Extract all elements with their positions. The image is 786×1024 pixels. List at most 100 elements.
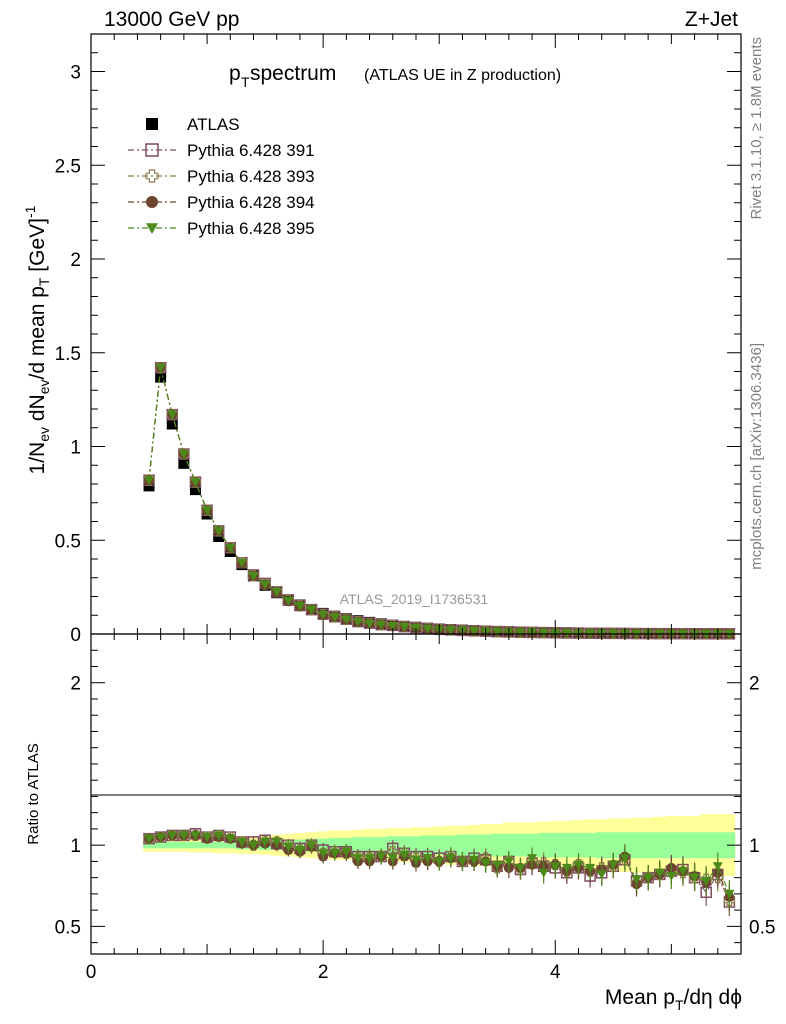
ratio-point — [213, 831, 224, 841]
main-point — [144, 476, 155, 486]
main-y-tick-label: 0 — [70, 625, 81, 646]
ratio-point — [155, 833, 166, 843]
ratio-point — [190, 831, 201, 841]
main-point — [422, 624, 433, 634]
main-y-tick-label: 2 — [70, 250, 81, 271]
ratio-y-tick-label: 1 — [70, 836, 81, 857]
plot-title: p T spectrum (ATLAS UE in Z production) — [229, 62, 561, 90]
ratio-point — [480, 859, 491, 869]
ratio-point — [306, 841, 317, 851]
legend-label: Pythia 6.428 391 — [187, 141, 315, 160]
ratio-point — [469, 855, 480, 865]
legend-marker — [145, 169, 159, 183]
main-point — [376, 620, 387, 630]
ratio-point — [329, 849, 340, 859]
legend-label: Pythia 6.428 393 — [187, 167, 315, 186]
main-y-tick-label: 2.5 — [55, 156, 81, 177]
ratio-point — [352, 854, 363, 864]
ratio-point — [283, 842, 294, 852]
plot-title-spectrum: spectrum — [250, 62, 336, 85]
ratio-point — [294, 846, 305, 856]
main-point — [283, 596, 294, 606]
ratio-point — [666, 872, 677, 882]
ratio-point — [364, 854, 375, 864]
ratio-point — [422, 854, 433, 864]
ratio-point — [399, 850, 410, 860]
ratio-point — [167, 831, 178, 841]
ratio-point — [677, 867, 688, 877]
ratio-point — [538, 868, 549, 878]
ratio-point — [260, 837, 271, 847]
legend-marker — [146, 223, 158, 234]
ratio-point — [550, 862, 561, 872]
header-left: 13000 GeV pp — [104, 8, 239, 31]
main-point — [399, 622, 410, 632]
main-point — [341, 615, 352, 625]
legend-marker — [146, 196, 158, 208]
main-point — [445, 625, 456, 635]
main-point — [178, 457, 190, 469]
ratio-point — [573, 860, 584, 870]
legend-marker — [146, 118, 158, 130]
main-point — [469, 627, 480, 636]
ratio-point — [271, 837, 282, 847]
main-point — [236, 558, 247, 568]
ratio-point — [608, 860, 619, 870]
main-point — [190, 478, 201, 488]
main-point — [318, 610, 329, 620]
main-point — [213, 526, 224, 536]
ratio-point — [724, 889, 735, 899]
ratio-point — [701, 876, 712, 886]
ratio-series-line — [148, 834, 730, 895]
main-point — [155, 363, 166, 373]
ratio-y-tick-label-right: 1 — [749, 836, 760, 857]
ratio-uncertainty-bands — [143, 814, 736, 876]
main-point — [306, 605, 317, 615]
main-y-tick-label: 1.5 — [55, 344, 81, 365]
plot-title-paren: (ATLAS UE in Z production) — [364, 67, 561, 84]
ratio-point — [492, 860, 503, 870]
main-point — [329, 613, 340, 623]
main-point — [166, 418, 178, 430]
ratio-point — [376, 852, 387, 862]
main-point — [387, 621, 398, 631]
ratio-inner-band — [143, 832, 736, 859]
ratio-point — [411, 855, 421, 865]
x-tick-label: 4 — [550, 962, 561, 983]
plot-title-p: p — [229, 62, 241, 85]
main-y-tick-label: 3 — [70, 63, 81, 84]
ratio-series — [143, 828, 736, 917]
ratio-point — [643, 873, 654, 883]
ratio-point — [178, 831, 189, 841]
ratio-point — [654, 868, 665, 878]
main-point — [167, 410, 178, 420]
ratio-y-tick-label: 0.5 — [55, 917, 81, 938]
main-point — [364, 619, 375, 629]
header-right: Z+Jet — [685, 8, 738, 31]
main-y-tick-label: 1 — [70, 438, 81, 459]
main-point — [515, 628, 526, 638]
ratio-point — [341, 847, 352, 857]
ratio-ticks: 0.5 0.5 1 1 2 2 0 2 4 — [55, 34, 775, 983]
ratio-point — [248, 841, 259, 851]
ratio-plot-frame — [90, 633, 742, 955]
ratio-point — [585, 863, 596, 873]
ratio-point — [202, 833, 213, 843]
main-point — [248, 571, 259, 581]
ratio-point — [144, 834, 155, 844]
ratio-point — [387, 854, 398, 864]
legend: ATLAS Pythia 6.428 391 Pythia 6.428 393 Pyt… — [128, 115, 315, 238]
main-point — [260, 580, 271, 590]
ratio-point — [527, 854, 538, 864]
ratio-y-axis-label: Ratio to ATLAS — [25, 743, 42, 844]
main-point — [178, 450, 189, 459]
analysis-label: ATLAS_2019_I1736531 — [340, 591, 489, 607]
main-y-tick-label: 0.5 — [55, 531, 81, 552]
main-y-axis-label-text: 1/Nev dNev/d mean pT [GeV]-1 — [22, 205, 52, 474]
legend-label: ATLAS — [187, 115, 240, 134]
ratio-point — [225, 834, 236, 844]
main-point — [202, 506, 213, 516]
plot-title-sub: T — [241, 74, 250, 90]
main-point — [271, 587, 282, 597]
